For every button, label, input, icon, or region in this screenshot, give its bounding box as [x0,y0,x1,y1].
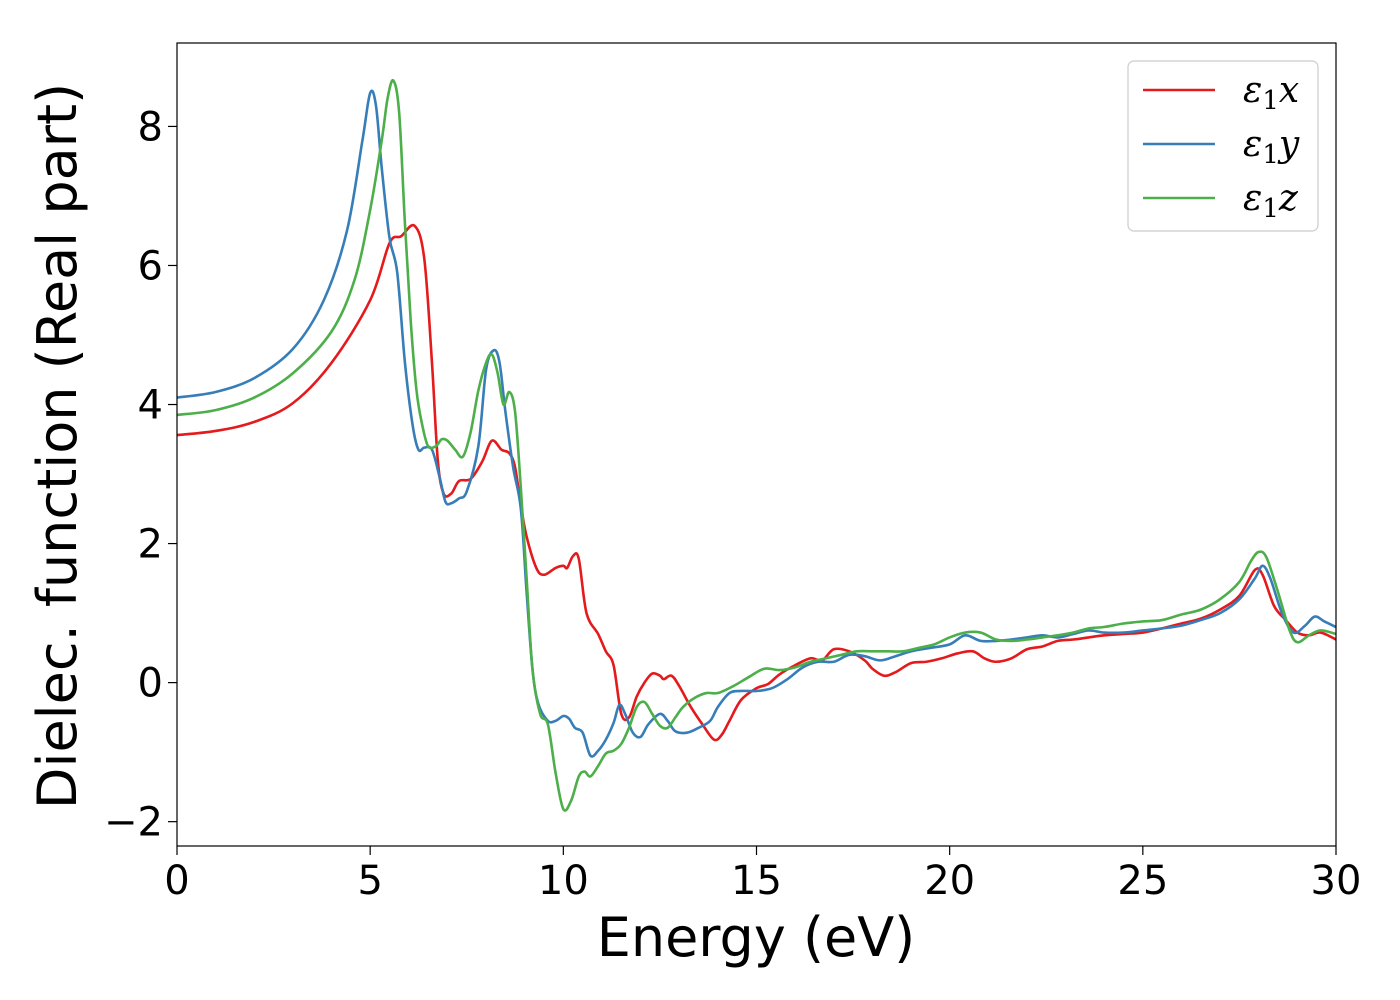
legend-label-z: ε1z [1243,178,1299,224]
x-tick-label: 0 [164,858,189,904]
x-tick-label: 10 [538,858,589,904]
legend-frame [1127,60,1319,232]
y-tick-label: 0 [138,661,163,707]
x-tick-label: 30 [1311,858,1362,904]
series-layer [177,78,1336,812]
legend-entries: ε1x ε1y ε1z [1143,70,1300,224]
y-tick-label: −2 [104,800,163,846]
x-tick-label: 15 [731,858,782,904]
x-axis: 0 5 10 15 20 25 30 [164,846,1361,904]
x-tick-label: 20 [924,858,975,904]
y-axis: −2 0 2 4 6 8 [104,104,177,846]
x-axis-title: Energy (eV) [597,906,916,969]
x-tick-label: 25 [1117,858,1168,904]
y-tick-label: 4 [138,383,163,429]
y-tick-label: 2 [138,522,163,568]
series-line-z [177,78,1336,812]
legend-label-x: ε1x [1243,70,1299,116]
legend: ε1x ε1y ε1z [1127,60,1319,232]
y-axis-title: Dielec. function (Real part) [26,83,89,809]
x-tick-label: 5 [357,858,382,904]
legend-label-y: ε1y [1243,124,1300,170]
y-tick-label: 6 [138,243,163,289]
y-tick-label: 8 [138,104,163,150]
